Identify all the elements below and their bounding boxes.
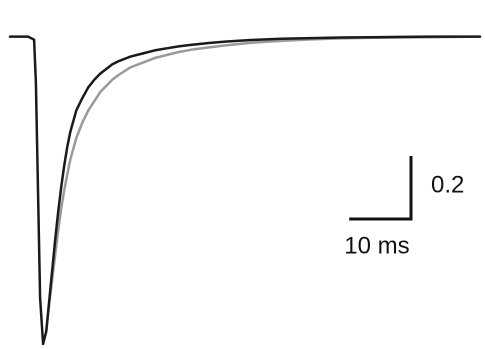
scale-bar: 0.2 10 ms xyxy=(344,156,464,259)
scale-bar-amplitude-label: 0.2 xyxy=(431,172,464,199)
trace-line-2 xyxy=(44,35,482,333)
trace-line-1 xyxy=(8,35,482,346)
scale-bar-time-label: 10 ms xyxy=(344,232,409,259)
trace-series-layer xyxy=(8,35,482,346)
